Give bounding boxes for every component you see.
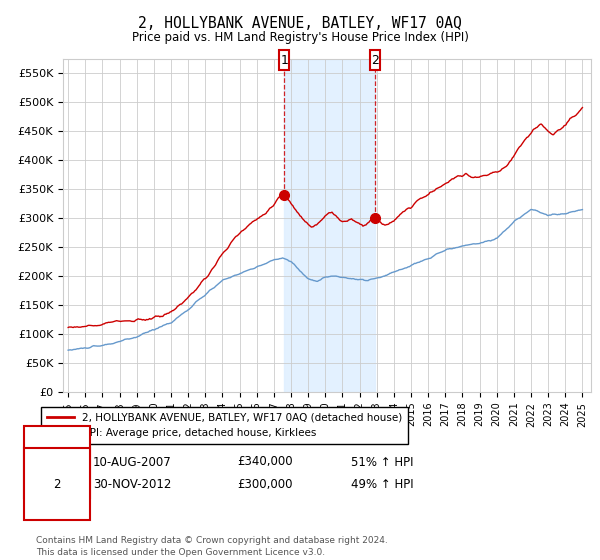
- Text: 51% ↑ HPI: 51% ↑ HPI: [351, 455, 413, 469]
- Text: Contains HM Land Registry data © Crown copyright and database right 2024.
This d: Contains HM Land Registry data © Crown c…: [36, 536, 388, 557]
- Bar: [284, 59, 375, 392]
- Legend: 2, HOLLYBANK AVENUE, BATLEY, WF17 0AQ (detached house), HPI: Average price, deta: 2, HOLLYBANK AVENUE, BATLEY, WF17 0AQ (d…: [41, 407, 409, 445]
- Text: 49% ↑ HPI: 49% ↑ HPI: [351, 478, 413, 491]
- Text: Price paid vs. HM Land Registry's House Price Index (HPI): Price paid vs. HM Land Registry's House …: [131, 31, 469, 44]
- Text: 30-NOV-2012: 30-NOV-2012: [93, 478, 172, 491]
- Text: 10-AUG-2007: 10-AUG-2007: [93, 455, 172, 469]
- Text: £340,000: £340,000: [237, 455, 293, 469]
- Text: £300,000: £300,000: [237, 478, 293, 491]
- Text: 1: 1: [280, 54, 288, 67]
- Text: 2, HOLLYBANK AVENUE, BATLEY, WF17 0AQ: 2, HOLLYBANK AVENUE, BATLEY, WF17 0AQ: [138, 16, 462, 31]
- Text: 1: 1: [53, 455, 61, 469]
- Text: 2: 2: [371, 54, 379, 67]
- FancyBboxPatch shape: [370, 50, 380, 71]
- Text: 2: 2: [53, 478, 61, 491]
- FancyBboxPatch shape: [280, 50, 289, 71]
